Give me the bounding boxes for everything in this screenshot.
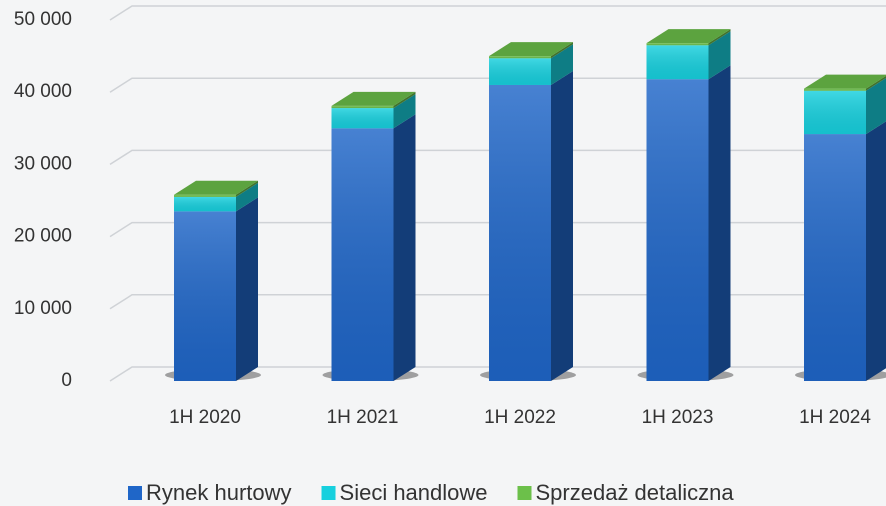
x-tick-label: 1H 2020: [169, 407, 241, 428]
grid-line: [109, 294, 886, 310]
bar-shade: [174, 196, 236, 212]
bar-shade: [646, 79, 709, 381]
bar-shade: [489, 56, 551, 59]
bar-top: [174, 180, 258, 195]
bar-side: [866, 121, 886, 381]
bar-shade: [489, 84, 551, 381]
bar-shade: [331, 105, 394, 109]
legend-swatch: [321, 486, 336, 500]
bar-side: [393, 94, 416, 129]
legend-label: Sieci handlowe: [340, 480, 488, 505]
bar-top: [646, 29, 731, 44]
bar-shade: [331, 108, 394, 129]
bar-side: [551, 44, 573, 85]
bar-side: [866, 78, 886, 135]
legend-swatch: [128, 486, 142, 500]
grid-line: [109, 149, 886, 166]
y-tick-label: 30 000: [14, 153, 72, 174]
bar-shade: [646, 45, 709, 80]
bar-shade: [174, 211, 236, 381]
bar-side: [551, 42, 573, 59]
bar-side: [236, 180, 258, 197]
bar-side: [708, 65, 731, 381]
bar-side: [708, 29, 731, 46]
y-tick-label: 50 000: [14, 9, 72, 30]
bar-top: [804, 74, 886, 89]
y-tick-label: 10 000: [14, 298, 72, 319]
bar-shade: [174, 194, 236, 197]
bar-shade: [804, 88, 866, 91]
y-tick-label: 20 000: [14, 226, 72, 247]
bar-shade: [331, 128, 394, 381]
legend-label: Sprzedaż detaliczna: [536, 480, 735, 505]
bar-top: [489, 42, 573, 57]
bar-shade: [646, 43, 709, 46]
bar-side: [551, 70, 573, 381]
y-tick-label: 40 000: [14, 81, 72, 102]
x-tick-label: 1H 2024: [799, 407, 871, 428]
x-tick-label: 1H 2021: [327, 407, 399, 428]
bar-side: [236, 182, 258, 212]
bar-side: [236, 197, 258, 381]
bar-shade: [804, 90, 866, 135]
grid-line: [109, 5, 886, 21]
bar-side: [866, 75, 886, 91]
bar-side: [393, 114, 416, 382]
legend-swatch: [517, 486, 532, 500]
legend-label: Rynek hurtowy: [146, 480, 292, 505]
bar-top: [331, 91, 416, 106]
y-tick-label: 0: [61, 370, 72, 391]
bar-side: [708, 31, 731, 80]
x-tick-label: 1H 2023: [642, 407, 714, 428]
bar-shade: [804, 134, 866, 381]
grid-line: [109, 77, 886, 93]
grid-line: [109, 366, 886, 382]
bar-shade: [489, 58, 551, 85]
x-tick-label: 1H 2022: [484, 407, 556, 428]
grid-line: [109, 221, 886, 238]
bar-side: [393, 91, 416, 109]
